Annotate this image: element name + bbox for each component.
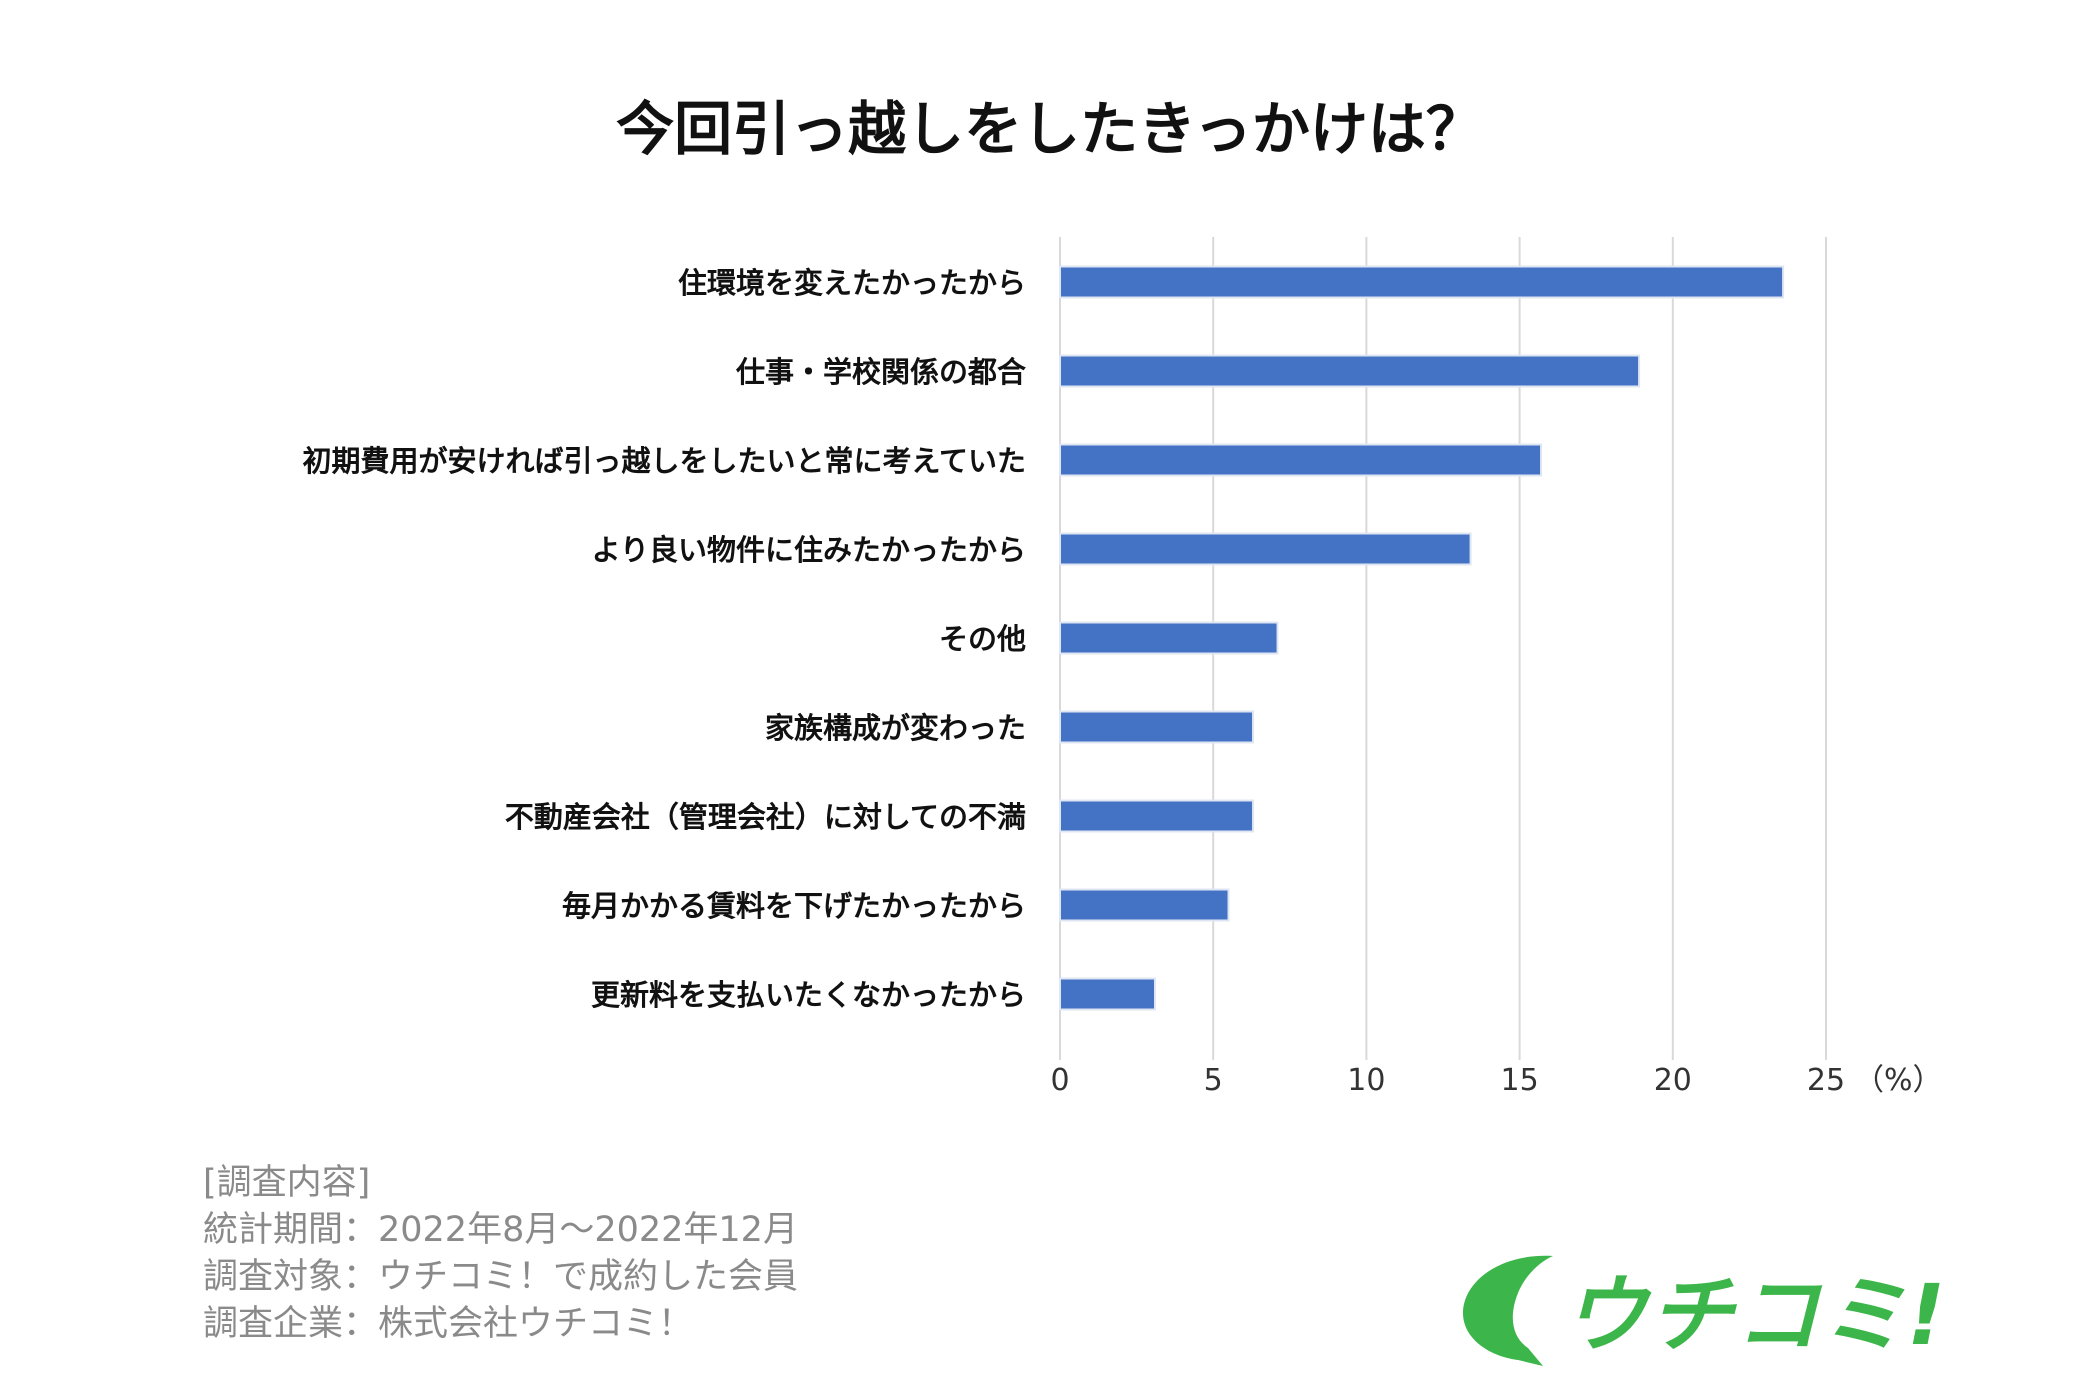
x-tick-label: 0 bbox=[1050, 1063, 1069, 1098]
x-tick-label: 5 bbox=[1204, 1063, 1223, 1098]
logo-text: ウチコミ! bbox=[1563, 1266, 1948, 1364]
chart-title: 今回引っ越しをしたきっかけは？ bbox=[616, 95, 1484, 163]
category-label: より良い物件に住みたかったから bbox=[592, 533, 1026, 567]
category-label: 毎月かかる賃料を下げたかったから bbox=[562, 889, 1026, 923]
x-tick-label: 25 bbox=[1807, 1063, 1845, 1098]
survey-footer: [調査内容] 統計期間：2022年8月～2022年12月 調査対象：ウチコミ！で… bbox=[203, 1160, 798, 1348]
category-label: 不動産会社（管理会社）に対しての不満 bbox=[505, 800, 1026, 834]
uchicomi-logo: ウチコミ! bbox=[1458, 1248, 1958, 1368]
category-label: 住環境を変えたかったから bbox=[678, 266, 1026, 300]
category-label: 家族構成が変わった bbox=[765, 711, 1026, 745]
footer-line: 統計期間：2022年8月～2022年12月 bbox=[203, 1210, 798, 1250]
category-label: その他 bbox=[939, 622, 1026, 656]
bar bbox=[1059, 888, 1230, 922]
footer-line: 調査対象：ウチコミ！で成約した会員 bbox=[203, 1257, 799, 1297]
bar bbox=[1059, 977, 1156, 1011]
x-tick-label: 20 bbox=[1654, 1063, 1692, 1098]
footer-line: [調査内容] bbox=[203, 1163, 371, 1203]
footer-line: 調査企業：株式会社ウチコミ！ bbox=[203, 1304, 694, 1344]
bar bbox=[1059, 265, 1785, 299]
x-unit-label: （%） bbox=[1854, 1063, 1943, 1098]
bar bbox=[1059, 799, 1255, 833]
category-label: 初期費用が安ければ引っ越しをしたいと常に考えていた bbox=[302, 444, 1026, 478]
x-tick-label: 15 bbox=[1501, 1063, 1539, 1098]
bar bbox=[1059, 354, 1641, 388]
bar bbox=[1059, 532, 1472, 566]
bar bbox=[1059, 710, 1255, 744]
category-label: 仕事・学校関係の都合 bbox=[735, 355, 1026, 389]
x-tick-label: 10 bbox=[1347, 1063, 1385, 1098]
speech-bubble-icon bbox=[1463, 1255, 1553, 1366]
bar bbox=[1059, 443, 1543, 477]
bar bbox=[1059, 621, 1279, 655]
category-label: 更新料を支払いたくなかったから bbox=[591, 978, 1026, 1012]
